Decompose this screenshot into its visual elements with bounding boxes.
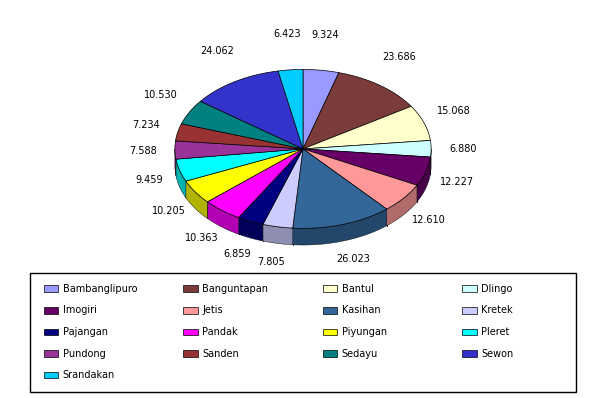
Polygon shape	[430, 149, 431, 174]
Polygon shape	[278, 70, 303, 149]
Text: Bambanglipuro: Bambanglipuro	[62, 284, 137, 294]
Text: 6.859: 6.859	[224, 249, 251, 259]
Bar	[44, 372, 58, 378]
Polygon shape	[239, 218, 263, 241]
Bar	[323, 329, 337, 335]
Text: Imogiri: Imogiri	[62, 305, 96, 315]
Bar	[462, 329, 477, 335]
Polygon shape	[293, 149, 387, 228]
Polygon shape	[175, 149, 176, 176]
Polygon shape	[387, 185, 417, 226]
Text: 6.423: 6.423	[273, 29, 301, 39]
Text: 12.227: 12.227	[439, 177, 474, 187]
Text: Dlingo: Dlingo	[481, 284, 513, 294]
Text: Jetis: Jetis	[202, 305, 223, 315]
Text: Sedayu: Sedayu	[342, 349, 378, 359]
Polygon shape	[176, 159, 186, 198]
Bar	[44, 307, 58, 314]
Polygon shape	[303, 70, 339, 149]
Text: 9.324: 9.324	[312, 30, 339, 40]
Text: Bantul: Bantul	[342, 284, 374, 294]
Text: 24.062: 24.062	[201, 46, 235, 57]
Polygon shape	[303, 73, 411, 149]
Polygon shape	[176, 149, 303, 181]
Text: Pleret: Pleret	[481, 327, 510, 337]
Polygon shape	[186, 181, 207, 219]
Polygon shape	[239, 149, 303, 224]
Text: Kretek: Kretek	[481, 305, 513, 315]
Text: 15.068: 15.068	[438, 106, 471, 116]
Text: 7.234: 7.234	[133, 120, 160, 130]
Bar	[462, 285, 477, 292]
Text: Kasihan: Kasihan	[342, 305, 381, 315]
Bar	[184, 350, 198, 357]
Polygon shape	[263, 149, 303, 228]
Text: Srandakan: Srandakan	[62, 370, 115, 380]
Text: 7.805: 7.805	[258, 257, 285, 267]
Text: 12.610: 12.610	[412, 215, 446, 225]
Bar	[323, 350, 337, 357]
Text: Sanden: Sanden	[202, 349, 239, 359]
Text: Pajangan: Pajangan	[62, 327, 108, 337]
Text: 10.530: 10.530	[144, 90, 178, 100]
Text: Sewon: Sewon	[481, 349, 513, 359]
Polygon shape	[417, 157, 430, 202]
Polygon shape	[181, 101, 303, 149]
Polygon shape	[293, 209, 387, 245]
Bar	[323, 285, 337, 292]
Bar	[44, 350, 58, 357]
Text: 7.588: 7.588	[129, 146, 157, 156]
Polygon shape	[303, 140, 431, 157]
Bar	[462, 350, 477, 357]
Text: 23.686: 23.686	[382, 52, 416, 62]
Bar	[44, 329, 58, 335]
Text: 26.023: 26.023	[336, 254, 370, 263]
Bar	[184, 329, 198, 335]
Text: Pundong: Pundong	[62, 349, 105, 359]
Text: 10.363: 10.363	[185, 233, 219, 243]
Polygon shape	[201, 71, 303, 149]
Text: 10.205: 10.205	[152, 207, 185, 217]
Bar	[462, 307, 477, 314]
Text: 9.459: 9.459	[135, 175, 162, 185]
Bar	[184, 307, 198, 314]
Polygon shape	[176, 124, 303, 149]
Text: Pandak: Pandak	[202, 327, 238, 337]
Bar	[323, 307, 337, 314]
Bar	[184, 285, 198, 292]
Polygon shape	[207, 202, 239, 234]
Polygon shape	[207, 149, 303, 218]
Bar	[44, 285, 58, 292]
Polygon shape	[303, 106, 430, 149]
Text: Piyungan: Piyungan	[342, 327, 387, 337]
Polygon shape	[303, 149, 417, 209]
Polygon shape	[186, 149, 303, 202]
Text: 6.880: 6.880	[450, 144, 477, 154]
Polygon shape	[263, 224, 293, 245]
Text: Banguntapan: Banguntapan	[202, 284, 268, 294]
Polygon shape	[175, 141, 303, 159]
Polygon shape	[303, 149, 430, 185]
